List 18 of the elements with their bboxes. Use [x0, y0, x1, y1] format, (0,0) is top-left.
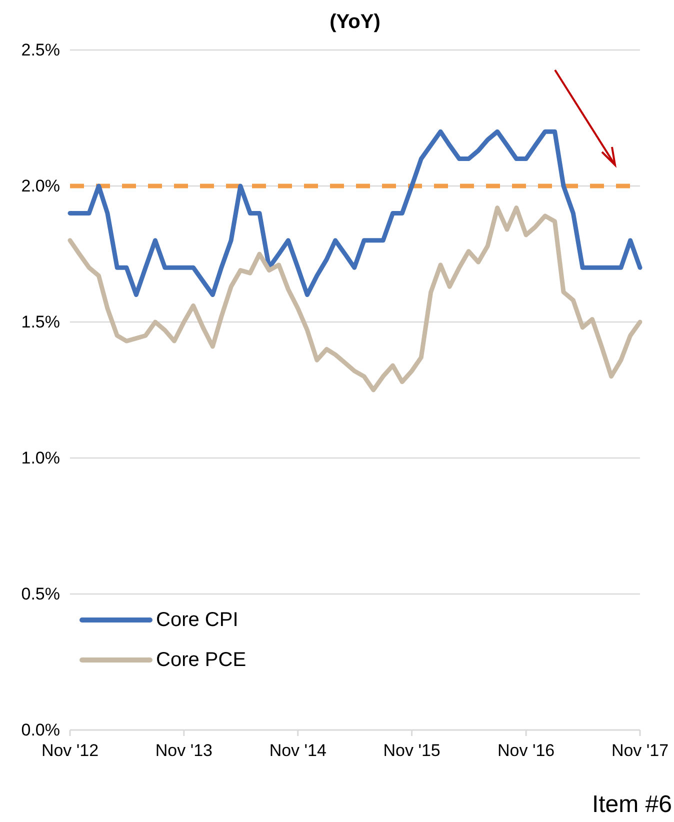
- line-series: [68, 206, 642, 392]
- y-tick-label: 0.0%: [21, 720, 60, 740]
- y-tick-label: 0.5%: [21, 584, 60, 604]
- x-tick-label: Nov '15: [383, 741, 440, 760]
- x-tick-label: Nov '16: [498, 741, 555, 760]
- chart-title: (YoY): [330, 11, 380, 33]
- line-series: [68, 129, 642, 298]
- text: Item #6: [592, 791, 672, 818]
- y-tick-label: 2.0%: [21, 176, 60, 196]
- x-tick-label: Nov '13: [155, 741, 212, 760]
- legend-label: Core PCE: [156, 649, 246, 671]
- x-tick-label: Nov '17: [611, 741, 669, 760]
- y-tick-label: 2.5%: [21, 40, 60, 60]
- x-tick-label: Nov '14: [269, 741, 326, 760]
- legend-label: Core CPI: [156, 609, 238, 631]
- x-tick-label: Nov '12: [41, 741, 99, 760]
- y-tick-label: 1.0%: [21, 448, 60, 468]
- y-tick-label: 1.5%: [21, 312, 60, 332]
